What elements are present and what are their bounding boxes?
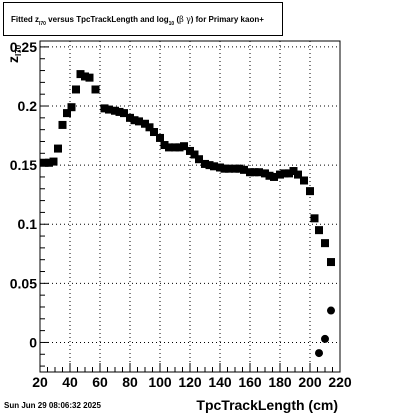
title-box: Fitted zI70 versus TpcTrackLength and lo… [3,2,283,36]
title-sub-10: 10 [168,21,175,27]
data-point [246,168,254,177]
data-point [205,161,214,170]
x-tick-label: 140 [208,374,232,390]
data-point [45,158,53,167]
data-point [130,116,139,125]
data-point [240,165,248,174]
data-point [327,258,335,267]
data-point [49,157,58,166]
title-sub-i70: I70 [39,21,46,27]
title-beta: β [179,15,184,24]
axis-ticks [39,46,341,372]
data-point [145,123,154,132]
data-point [85,73,94,82]
title-part-1: Fitted z [11,15,39,24]
data-point [255,168,263,177]
data-point [210,162,218,171]
title-part-2: versus TpcTrackLength and log [45,15,169,24]
data-point [40,158,49,167]
data-point [285,169,293,178]
data-point [201,159,209,168]
data-point [235,164,244,173]
y-tick-label: 0.15 [10,157,37,173]
title-part-3: ( [174,15,180,24]
y-axis-sub: I70 [14,44,23,56]
data-point [141,119,149,128]
data-point [67,103,76,112]
data-point [100,104,109,113]
x-tick-label: 180 [268,374,292,390]
data-point [175,143,184,152]
data-point [276,170,284,179]
data-point [165,143,173,152]
data-point [250,168,259,177]
x-tick-label: 20 [32,374,48,390]
data-point [72,85,80,94]
data-point [63,109,71,118]
data-point [126,113,134,122]
data-point [120,109,128,118]
y-tick-label: 0.2 [18,98,38,114]
x-tick-label: 60 [92,374,108,390]
plot-frame [39,40,341,373]
data-point [321,239,329,248]
data-point [261,169,269,178]
data-point [58,120,67,129]
title-gamma: γ [185,15,191,24]
data-point [54,144,62,153]
data-point [180,142,188,151]
x-tick-label: 40 [62,374,78,390]
data-point [91,85,100,94]
data-point [289,167,298,176]
data-point [76,70,85,79]
y-tick-label: 0.1 [18,216,38,232]
data-point [150,128,158,137]
data-point [300,176,308,185]
data-point [195,155,203,164]
data-point [270,172,278,181]
data-point [231,164,239,173]
data-point-circle [315,349,323,358]
x-tick-label: 100 [148,374,172,390]
y-tick-label: 0.05 [10,275,37,291]
x-tick-label: 80 [122,374,138,390]
data-point [186,146,194,155]
data-point [115,107,124,116]
data-point [216,163,224,172]
data-point-circle [327,306,335,315]
data-point [310,214,319,223]
x-axis-title: TpcTrackLength (cm) [196,397,338,413]
data-point [265,171,274,180]
data-point [135,117,143,126]
data-point [225,164,233,173]
data-point [315,226,323,235]
data-point [111,106,119,115]
y-axis-title: zI70 [5,44,23,63]
timestamp: Sun Jun 29 08:06:32 2025 [4,401,101,410]
data-point [190,150,199,159]
data-point [105,105,113,114]
chart-title: Fitted zI70 versus TpcTrackLength and lo… [11,15,264,27]
data-point [280,169,289,178]
data-point [81,72,89,81]
x-tick-label: 160 [238,374,262,390]
y-tick-label: 0 [29,334,37,350]
data-points [40,70,335,358]
data-point [171,143,179,152]
x-tick-label: 220 [328,374,352,390]
data-point [156,133,164,142]
y-tick-label: 0.25 [10,39,37,55]
data-point [306,187,314,196]
x-tick-label: 120 [178,374,202,390]
grid-lines [40,41,340,372]
title-part-4: ) for Primary kaon+ [190,15,264,24]
data-point [160,141,169,150]
tick-labels: 20 40 60 80 100 120 140 160 180 200 220 0 0.05 0.1 0.1… [10,39,352,390]
data-point-circle [321,334,329,343]
x-tick-label: 200 [298,374,322,390]
data-point [294,170,302,179]
data-point [220,164,229,173]
